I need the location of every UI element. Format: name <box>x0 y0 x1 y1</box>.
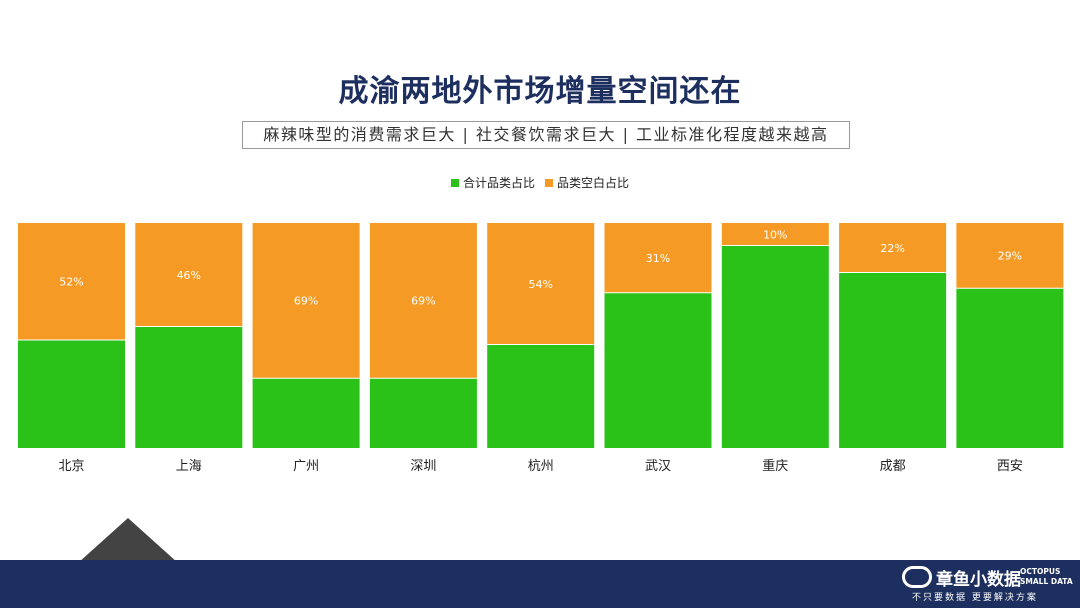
bar-total-4 <box>487 344 595 448</box>
bar-gap-7 <box>839 223 947 273</box>
logo-slogan: 不只要数据 更要解决方案 <box>912 593 1038 603</box>
legend-item-total: 合计品类占比 <box>450 174 535 191</box>
data-label-4: 54% <box>528 278 552 291</box>
legend-item-gap: 品类空白占比 <box>545 174 629 191</box>
bar-total-5 <box>604 292 712 448</box>
category-label-3: 深圳 <box>410 459 436 474</box>
category-label-8: 西安 <box>997 459 1023 474</box>
logo-english: OCTOPUS SMALL DATA <box>1020 567 1073 586</box>
legend-swatch-gap <box>545 178 553 187</box>
brand-logo: 章鱼小数据 OCTOPUS SMALL DATA 不只要数据 更要解决方案 <box>902 564 1074 604</box>
slide-subtitle: 麻辣味型的消费需求巨大 | 社交餐饮需求巨大 | 工业标准化程度越来越高 <box>242 121 850 149</box>
footer-bar <box>0 560 1080 608</box>
data-label-0: 52% <box>59 276 83 289</box>
legend-swatch-total <box>450 178 459 187</box>
bar-gap-4 <box>487 223 595 345</box>
data-label-5: 31% <box>646 252 670 265</box>
bar-gap-5 <box>604 223 712 293</box>
data-label-7: 22% <box>880 242 904 255</box>
bar-gap-6 <box>721 223 829 246</box>
slide-title: 成渝两地外市场增量空间还在 <box>338 74 742 109</box>
category-label-6: 重庆 <box>762 458 788 474</box>
category-label-7: 成都 <box>880 459 906 474</box>
bar-total-3 <box>369 378 477 448</box>
data-label-2: 69% <box>294 295 318 308</box>
octopus-logo-icon <box>902 566 932 588</box>
bar-total-8 <box>956 288 1064 448</box>
bar-total-6 <box>721 245 829 448</box>
data-label-8: 29% <box>998 250 1022 263</box>
category-label-5: 武汉 <box>645 459 671 474</box>
chart-legend: 合计品类占比 品类空白占比 <box>0 174 1080 191</box>
bar-gap-8 <box>956 223 1064 289</box>
data-label-6: 10% <box>763 228 787 241</box>
bar-gap-2 <box>252 223 360 379</box>
logo-name: 章鱼小数据 <box>936 570 1021 590</box>
bar-total-7 <box>839 272 947 448</box>
bar-total-0 <box>18 340 125 448</box>
data-label-3: 69% <box>411 295 435 308</box>
bar-gap-1 <box>135 223 243 327</box>
legend-label-total: 合计品类占比 <box>462 176 535 190</box>
category-label-0: 北京 <box>58 459 84 474</box>
data-label-1: 46% <box>177 269 201 282</box>
stacked-bar-chart: 52% 北京 46% 上海 69% 广州 69% 深圳 54% 杭州 31% 武汉 10% 重庆 22% 成都… <box>18 223 1064 474</box>
bar-total-1 <box>135 326 243 448</box>
category-label-2: 广州 <box>293 459 319 474</box>
category-label-4: 杭州 <box>528 459 554 474</box>
legend-label-gap: 品类空白占比 <box>557 176 630 190</box>
bar-gap-3 <box>369 223 477 379</box>
bar-gap-0 <box>18 223 125 340</box>
bar-total-2 <box>252 378 360 448</box>
category-label-1: 上海 <box>176 459 202 474</box>
